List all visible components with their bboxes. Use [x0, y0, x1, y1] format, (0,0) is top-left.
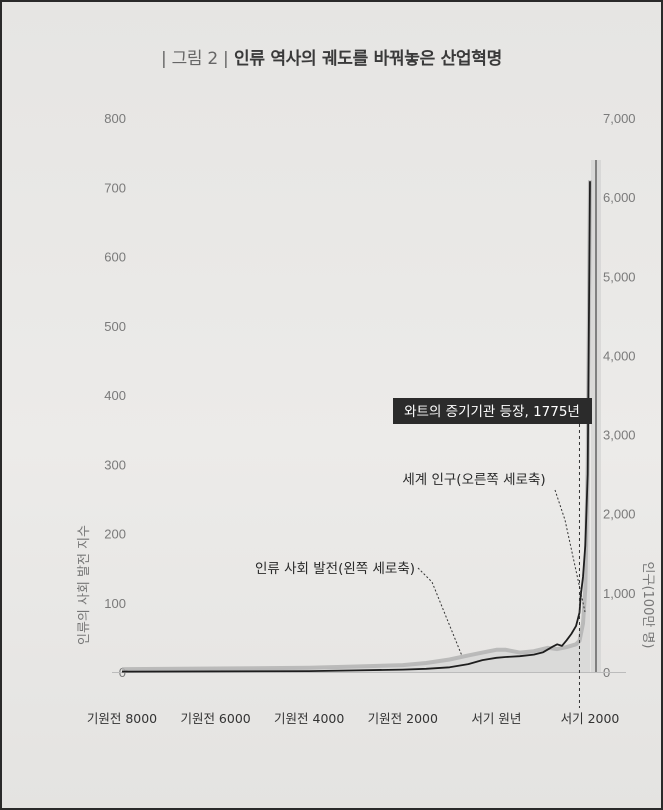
axes [112, 160, 626, 673]
population-line [121, 181, 591, 673]
right-tick-label: 1,000 [603, 586, 636, 601]
chart-title: | 그림 2 | 인류 역사의 궤도를 바꿔놓은 산업혁명 [0, 44, 663, 69]
shade-layer [122, 180, 590, 673]
left-tick-label: 300 [104, 457, 126, 472]
x-tick-label: 서기 원년 [471, 711, 521, 726]
x-tick-label: 기원전 2000 [368, 711, 438, 726]
left-tick-label: 200 [104, 527, 126, 542]
watt-annotation-text: 와트의 증기기관 등장, 1775년 [404, 404, 580, 420]
watt-annotation-box [393, 398, 592, 424]
right-tick-label: 6,000 [603, 190, 636, 205]
x-tick-label: 기원전 6000 [180, 711, 250, 726]
social-annotation-leader [417, 567, 463, 657]
left-axis-label: 인류의 사회 발전 지수 [77, 525, 92, 645]
left-tick-label: 400 [104, 388, 126, 403]
left-tick-label: 500 [104, 319, 126, 334]
right-tick-label: 4,000 [603, 348, 636, 363]
left-tick-label: 700 [104, 180, 126, 195]
population-annotation-text: 세계 인구(오른쪽 세로축) [402, 472, 545, 488]
right-tick-label: 5,000 [603, 269, 636, 284]
series-layer [121, 180, 592, 673]
left-tick-label: 100 [104, 596, 126, 611]
axis-labels: 인류의 사회 발전 지수 인구(100만 명) [77, 525, 655, 649]
social-development-line [121, 180, 592, 672]
right-tick-label: 3,000 [603, 428, 636, 443]
right-tick-label: 2,000 [603, 507, 636, 522]
x-axis-ticks: 기원전 8000 기원전 6000 기원전 4000 기원전 2000 서기 원년 서기 … [87, 711, 620, 726]
x-tick-label: 서기 2000 [561, 711, 620, 726]
figure-title-text: 인류 역사의 궤도를 바꿔놓은 산업혁명 [234, 49, 502, 69]
figure-label: | 그림 2 | [161, 49, 229, 69]
social-development-area [122, 180, 590, 673]
right-axis-label: 인구(100만 명) [640, 562, 655, 649]
social-annotation-text: 인류 사회 발전(왼쪽 세로축) [255, 561, 415, 577]
x-tick-label: 기원전 4000 [274, 711, 344, 726]
x-tick-label: 기원전 8000 [87, 711, 157, 726]
left-tick-label: 600 [104, 250, 126, 265]
left-tick-label: 800 [104, 111, 126, 126]
right-tick-label: 7,000 [603, 111, 636, 126]
